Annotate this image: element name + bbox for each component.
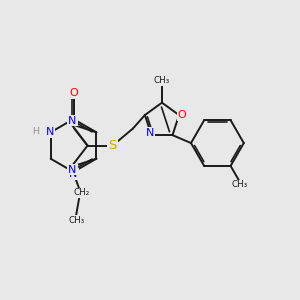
Text: N: N <box>69 169 78 179</box>
Text: O: O <box>69 88 78 98</box>
Text: CH₃: CH₃ <box>154 76 170 85</box>
Text: N: N <box>46 127 54 137</box>
Text: N: N <box>68 165 76 175</box>
Text: CH₃: CH₃ <box>69 216 85 225</box>
Text: S: S <box>109 139 117 152</box>
Text: N: N <box>68 116 76 125</box>
Text: CH₂: CH₂ <box>74 188 90 197</box>
Text: H: H <box>33 127 40 136</box>
Text: CH₃: CH₃ <box>232 180 248 189</box>
Text: O: O <box>178 110 186 120</box>
Text: N: N <box>146 128 154 138</box>
